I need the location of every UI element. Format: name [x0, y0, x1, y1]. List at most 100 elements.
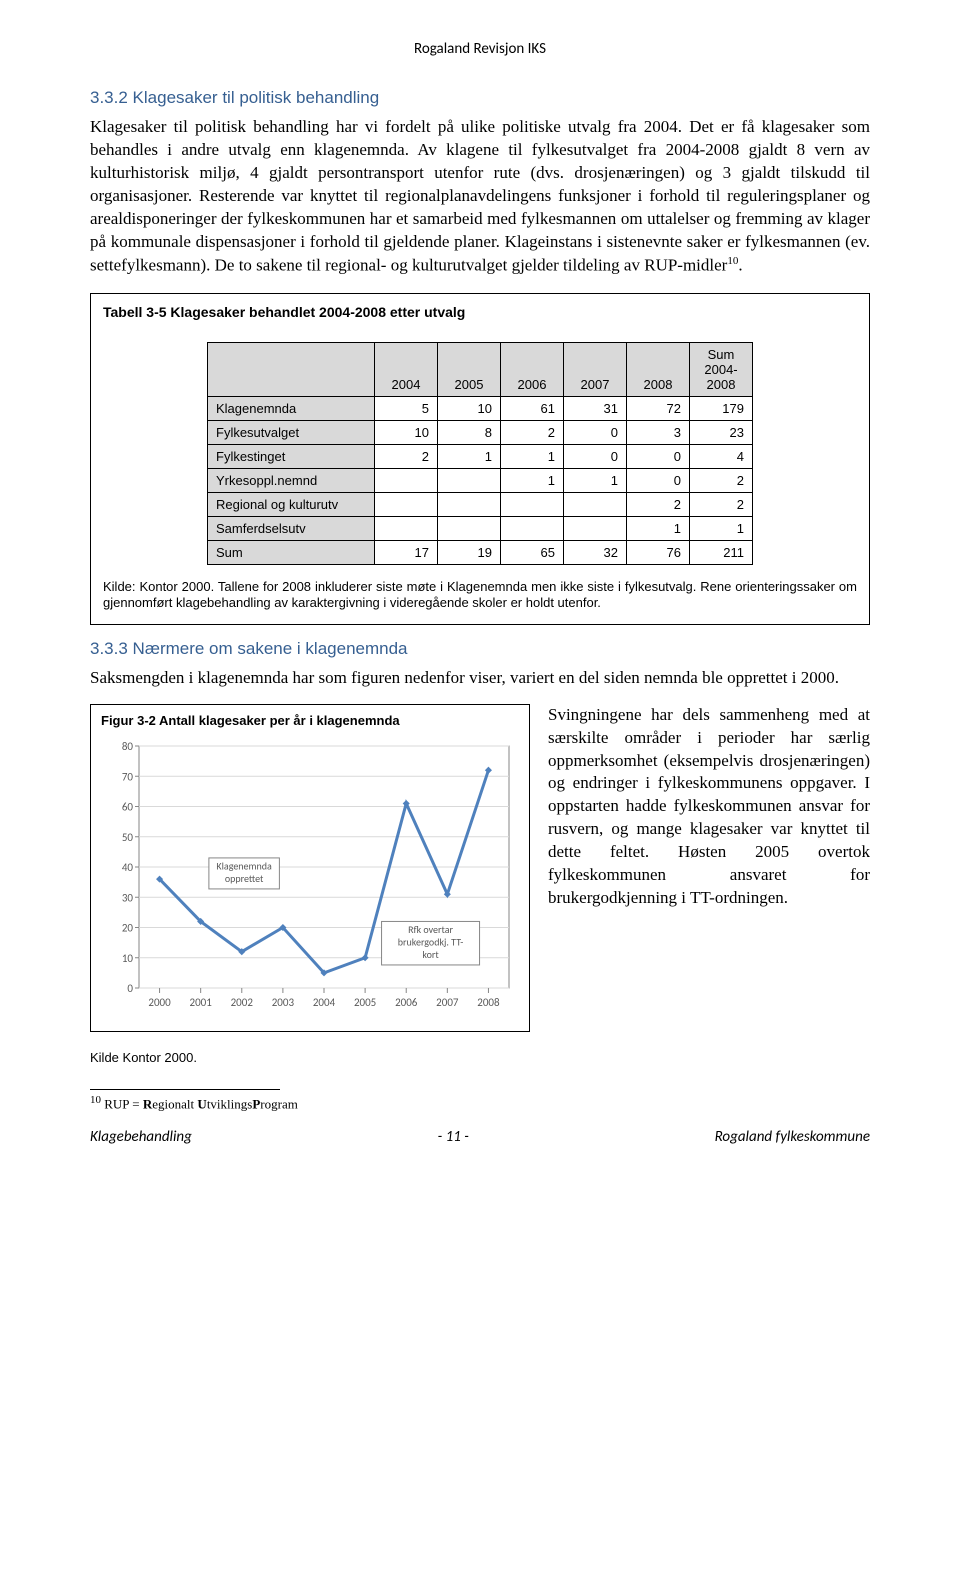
- svg-text:10: 10: [122, 951, 134, 964]
- svg-text:2008: 2008: [477, 996, 500, 1009]
- table-cell: 10: [438, 397, 501, 421]
- footnote-separator: [90, 1089, 280, 1090]
- figure-3-2-side-text: Svingningene har dels sammenheng med at …: [548, 704, 870, 910]
- table-cell: 31: [564, 397, 627, 421]
- svg-text:2001: 2001: [190, 996, 213, 1009]
- table-cell: 2: [501, 421, 564, 445]
- svg-text:brukergodkj. TT-: brukergodkj. TT-: [398, 935, 464, 948]
- table-cell: 32: [564, 541, 627, 565]
- table-cell: [375, 517, 438, 541]
- table-row: Regional og kulturutv22: [208, 493, 753, 517]
- table-3-5: 20042005200620072008Sum2004-2008 Klagene…: [207, 342, 753, 565]
- table-cell: 10: [375, 421, 438, 445]
- table-cell: 1: [564, 469, 627, 493]
- table-cell: 0: [627, 469, 690, 493]
- svg-text:30: 30: [122, 891, 134, 904]
- figure-3-2-caption: Figur 3-2 Antall klagesaker per år i kla…: [101, 713, 519, 728]
- svg-text:70: 70: [122, 770, 134, 783]
- heading-332-num: 3.3.2: [90, 88, 128, 107]
- footer-center: - 11 -: [438, 1128, 469, 1146]
- table-cell: [375, 469, 438, 493]
- table-cell: 2: [690, 469, 753, 493]
- table-3-5-caption: Tabell 3-5 Klagesaker behandlet 2004-200…: [103, 304, 857, 320]
- table-cell: 179: [690, 397, 753, 421]
- table-cell: 0: [627, 445, 690, 469]
- svg-text:2003: 2003: [272, 996, 295, 1009]
- table-col-header: 2006: [501, 343, 564, 397]
- svg-text:80: 80: [122, 740, 134, 753]
- table-row: Fylkesutvalget10820323: [208, 421, 753, 445]
- table-cell: 2: [627, 493, 690, 517]
- svg-text:kort: kort: [422, 948, 439, 961]
- table-row: Fylkestinget211004: [208, 445, 753, 469]
- table-cell: 61: [501, 397, 564, 421]
- svg-text:2004: 2004: [313, 996, 336, 1009]
- page-footer: Klagebehandling - 11 - Rogaland fylkesko…: [90, 1128, 870, 1146]
- table-cell: [501, 517, 564, 541]
- table-cell: 1: [627, 517, 690, 541]
- table-cell: 211: [690, 541, 753, 565]
- table-row: Yrkesoppl.nemnd1102: [208, 469, 753, 493]
- table-col-header: 2008: [627, 343, 690, 397]
- svg-text:2006: 2006: [395, 996, 418, 1009]
- table-row: Klagenemnda510613172179: [208, 397, 753, 421]
- table-cell: 17: [375, 541, 438, 565]
- table-row: Samferdselsutv 11: [208, 517, 753, 541]
- table-3-5-box: Tabell 3-5 Klagesaker behandlet 2004-200…: [90, 293, 870, 625]
- table-row-label: Samferdselsutv: [208, 517, 375, 541]
- svg-text:50: 50: [122, 830, 134, 843]
- svg-text:40: 40: [122, 861, 134, 874]
- figure-3-2-source: Kilde Kontor 2000.: [90, 1050, 870, 1065]
- svg-text:60: 60: [122, 800, 134, 813]
- svg-text:2000: 2000: [148, 996, 171, 1009]
- table-cell: 3: [627, 421, 690, 445]
- table-cell: [438, 493, 501, 517]
- table-cell: 2: [690, 493, 753, 517]
- footer-left: Klagebehandling: [90, 1128, 192, 1146]
- table-cell: 23: [690, 421, 753, 445]
- figure-3-2-chart: 0 10 20 30 40 50 60 70 80 2000 2001 2002 2003 2004 200…: [101, 736, 519, 1016]
- svg-text:opprettet: opprettet: [225, 872, 264, 885]
- svg-text:2005: 2005: [354, 996, 376, 1009]
- table-cell: 76: [627, 541, 690, 565]
- table-3-5-note: Kilde: Kontor 2000. Tallene for 2008 ink…: [103, 579, 857, 612]
- table-cell: 5: [375, 397, 438, 421]
- table-row-label: Yrkesoppl.nemnd: [208, 469, 375, 493]
- table-cell: [564, 493, 627, 517]
- svg-text:20: 20: [122, 921, 134, 934]
- table-cell: 19: [438, 541, 501, 565]
- heading-333-title: Nærmere om sakene i klagenemnda: [133, 639, 408, 658]
- table-cell: [438, 517, 501, 541]
- table-row-label: Klagenemnda: [208, 397, 375, 421]
- table-cell: 1: [438, 445, 501, 469]
- svg-text:Rfk overtar: Rfk overtar: [408, 923, 453, 936]
- table-row: Sum1719653276211: [208, 541, 753, 565]
- svg-text:2007: 2007: [436, 996, 459, 1009]
- footnote-10: 10 RUP = Regionalt UtviklingsProgram: [90, 1094, 870, 1112]
- table-row-label: Fylkestinget: [208, 445, 375, 469]
- heading-333-num: 3.3.3: [90, 639, 128, 658]
- heading-332: 3.3.2 Klagesaker til politisk behandling: [90, 88, 870, 108]
- table-cell: [438, 469, 501, 493]
- svg-text:Klagenemnda: Klagenemnda: [216, 859, 272, 872]
- table-cell: 1: [501, 445, 564, 469]
- svg-text:0: 0: [127, 982, 133, 995]
- para-332: Klagesaker til politisk behandling har v…: [90, 116, 870, 277]
- table-col-header: 2004: [375, 343, 438, 397]
- table-cell: 1: [690, 517, 753, 541]
- para-333-intro: Saksmengden i klagenemnda har som figure…: [90, 667, 870, 690]
- table-cell: 2: [375, 445, 438, 469]
- table-cell: 4: [690, 445, 753, 469]
- heading-333: 3.3.3 Nærmere om sakene i klagenemnda: [90, 639, 870, 659]
- table-cell: [375, 493, 438, 517]
- table-cell: 8: [438, 421, 501, 445]
- svg-text:2002: 2002: [231, 996, 254, 1009]
- running-header: Rogaland Revisjon IKS: [90, 40, 870, 58]
- table-col-header: 2007: [564, 343, 627, 397]
- table-cell: 0: [564, 445, 627, 469]
- table-cell: 72: [627, 397, 690, 421]
- table-cell: 1: [501, 469, 564, 493]
- figure-3-2-box: Figur 3-2 Antall klagesaker per år i kla…: [90, 704, 530, 1032]
- table-col-header: 2005: [438, 343, 501, 397]
- heading-332-title: Klagesaker til politisk behandling: [133, 88, 380, 107]
